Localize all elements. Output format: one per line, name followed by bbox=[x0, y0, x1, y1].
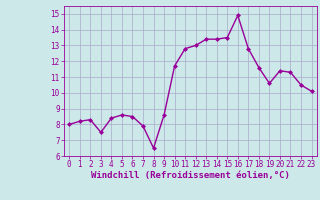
X-axis label: Windchill (Refroidissement éolien,°C): Windchill (Refroidissement éolien,°C) bbox=[91, 171, 290, 180]
